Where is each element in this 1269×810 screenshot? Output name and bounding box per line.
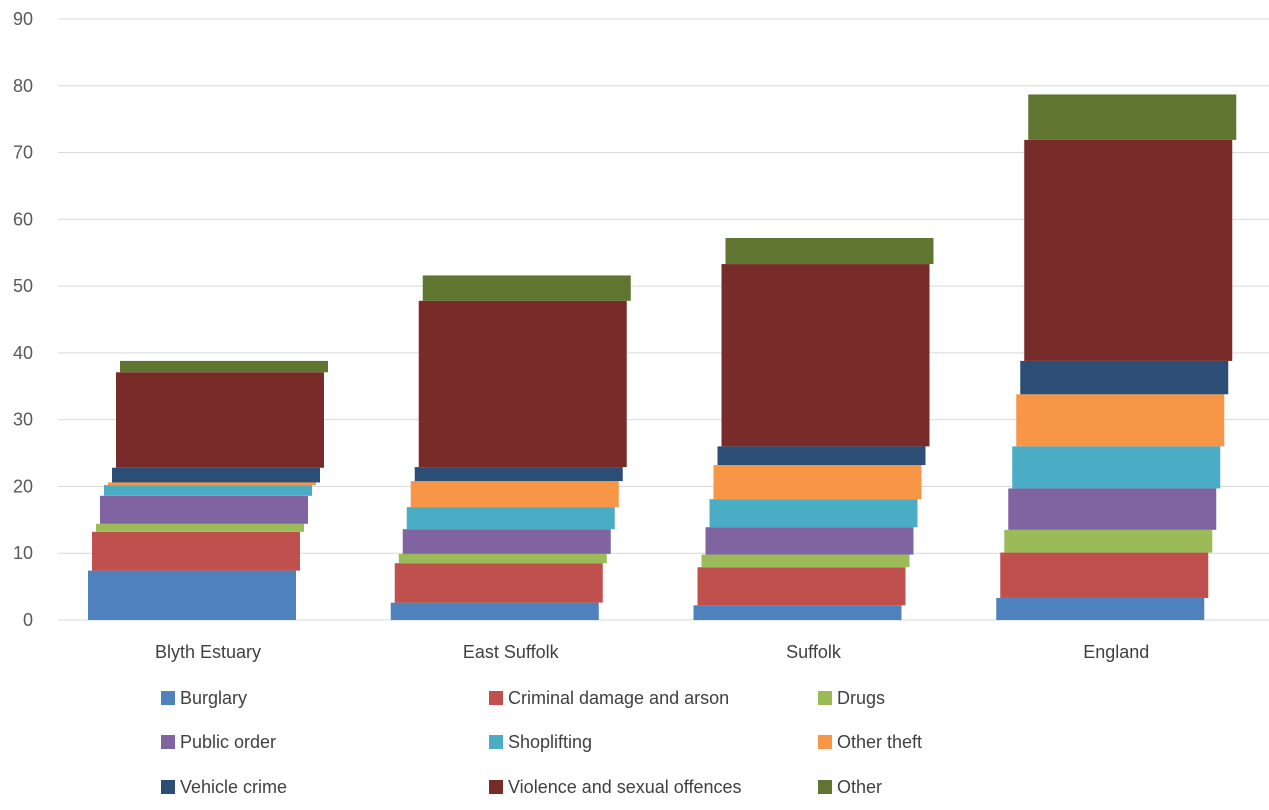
bar-segment <box>725 238 934 265</box>
legend: Burglary Criminal damage and arson Drugs Pu… <box>161 688 922 797</box>
x-tick-label: Blyth Estuary <box>155 642 261 662</box>
bar-segment <box>1008 488 1217 530</box>
legend-swatch <box>489 780 503 794</box>
bar-segment <box>717 446 926 466</box>
bar-segment <box>88 570 296 620</box>
legend-swatch <box>161 735 175 749</box>
bar-segment <box>697 567 906 606</box>
bar-segment <box>390 602 599 620</box>
bar-segment <box>398 553 607 564</box>
bar-segment <box>112 467 320 483</box>
bar-segment <box>104 485 312 496</box>
y-tick-label: 50 <box>13 276 33 296</box>
legend-label: Shoplifting <box>508 732 592 752</box>
bar-segment <box>709 499 918 528</box>
bar-segment <box>693 605 902 620</box>
legend-swatch <box>818 691 832 705</box>
x-tick-label: England <box>1083 642 1149 662</box>
bar-segment <box>1016 394 1225 447</box>
bar-segment <box>116 372 324 468</box>
x-tick-label: East Suffolk <box>463 642 560 662</box>
legend-label: Drugs <box>837 688 885 708</box>
y-tick-label: 70 <box>13 143 33 163</box>
bar-segment <box>100 495 308 524</box>
legend-label: Other <box>837 777 882 797</box>
legend-label: Violence and sexual offences <box>508 777 742 797</box>
bar-segment <box>422 275 631 301</box>
y-tick-label: 90 <box>13 9 33 29</box>
legend-swatch <box>818 780 832 794</box>
bar-segment <box>108 482 316 486</box>
y-tick-label: 20 <box>13 476 33 496</box>
bar-segment <box>1000 552 1209 598</box>
legend-swatch <box>161 691 175 705</box>
bar-segment <box>92 531 300 571</box>
y-tick-label: 10 <box>13 543 33 563</box>
bar-segment <box>120 360 328 373</box>
legend-item: Criminal damage and arson <box>489 688 729 708</box>
bar-segment <box>418 300 627 468</box>
legend-item: Drugs <box>818 688 885 708</box>
bar-segment <box>1020 360 1229 395</box>
bar-segment <box>1028 94 1237 140</box>
legend-item: Public order <box>161 732 276 752</box>
legend-item: Shoplifting <box>489 732 592 752</box>
y-tick-label: 60 <box>13 209 33 229</box>
bar-segment <box>705 527 914 555</box>
legend-item: Other theft <box>818 732 922 752</box>
bar-segment <box>1004 529 1213 553</box>
legend-swatch <box>818 735 832 749</box>
bar-segment <box>410 481 619 508</box>
bar-segment <box>713 465 922 500</box>
bar-segment <box>402 529 611 554</box>
bar-segment <box>721 264 930 447</box>
legend-swatch <box>489 691 503 705</box>
y-tick-label: 30 <box>13 410 33 430</box>
legend-item: Vehicle crime <box>161 777 287 797</box>
bar-segment <box>406 507 615 530</box>
bar-segment <box>1024 139 1233 361</box>
bars <box>88 94 1237 620</box>
bar-segment <box>394 563 603 603</box>
legend-swatch <box>489 735 503 749</box>
y-axis-ticks: 0 10 20 30 40 50 60 70 80 90 <box>13 9 33 630</box>
bar-segment <box>701 554 910 568</box>
x-axis-ticks: Blyth Estuary East Suffolk Suffolk England <box>155 642 1149 662</box>
legend-label: Other theft <box>837 732 922 752</box>
y-tick-label: 0 <box>23 610 33 630</box>
legend-label: Criminal damage and arson <box>508 688 729 708</box>
legend-label: Burglary <box>180 688 247 708</box>
legend-item: Burglary <box>161 688 247 708</box>
bar-segment <box>996 597 1205 620</box>
y-tick-label: 40 <box>13 343 33 363</box>
legend-item: Violence and sexual offences <box>489 777 742 797</box>
legend-item: Other <box>818 777 882 797</box>
legend-swatch <box>161 780 175 794</box>
y-tick-label: 80 <box>13 76 33 96</box>
legend-label: Public order <box>180 732 276 752</box>
legend-label: Vehicle crime <box>180 777 287 797</box>
bar-segment <box>1012 446 1221 489</box>
bar-segment <box>96 523 304 532</box>
bar-segment <box>414 467 623 482</box>
x-tick-label: Suffolk <box>786 642 842 662</box>
